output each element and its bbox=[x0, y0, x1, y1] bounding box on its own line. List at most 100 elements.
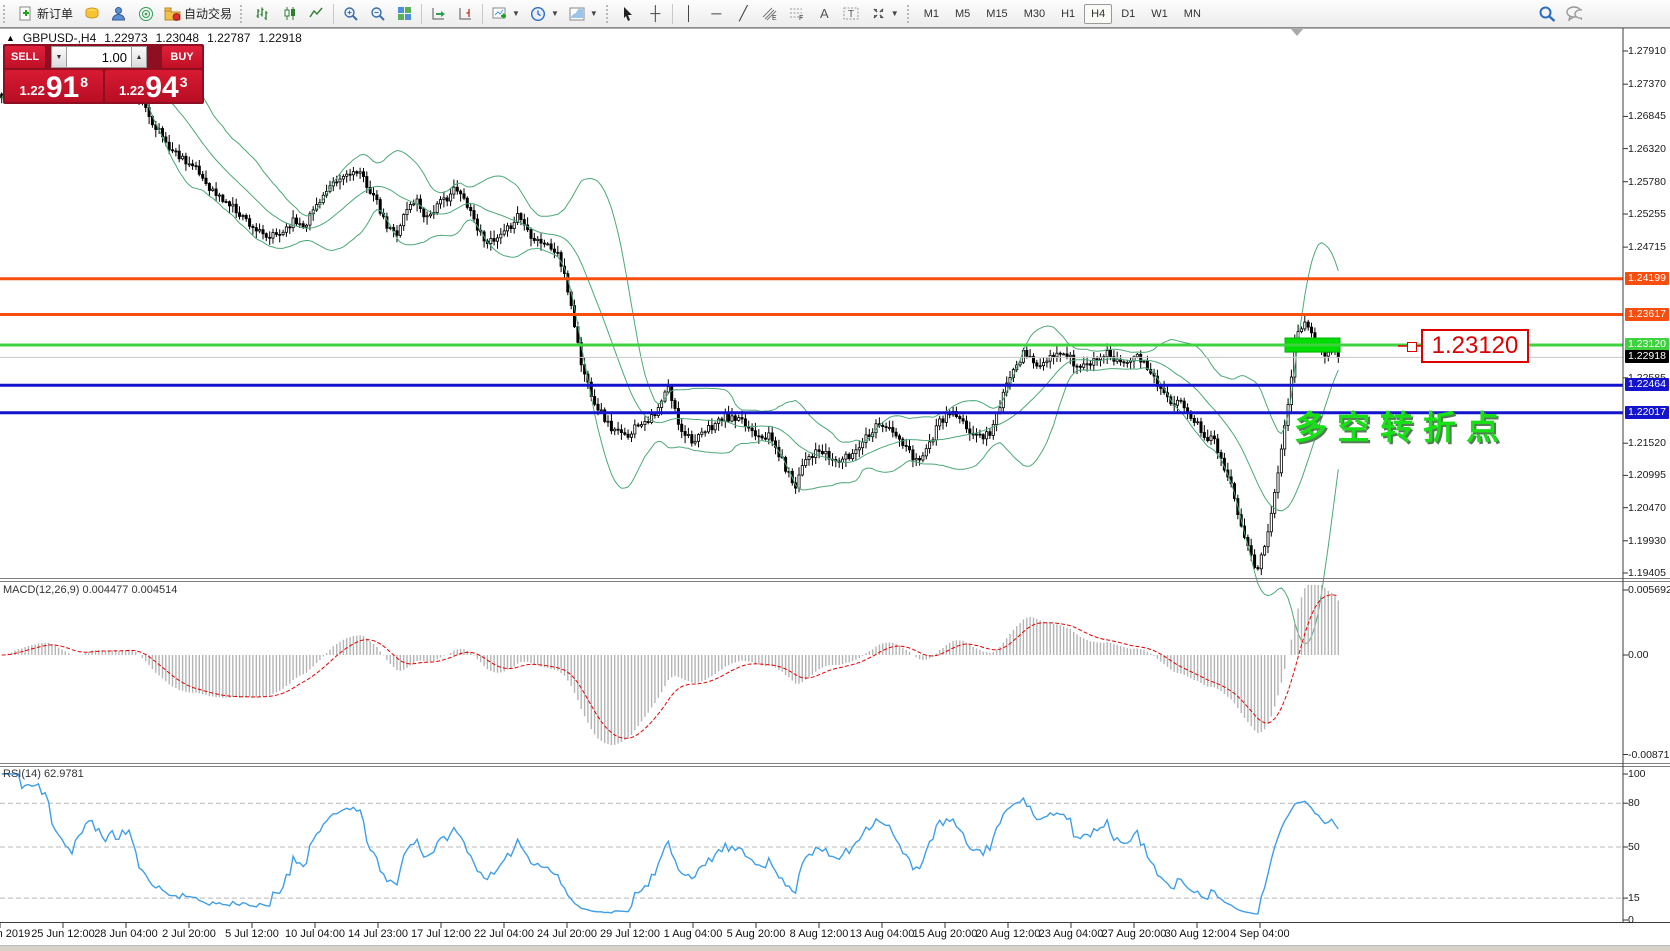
timeframe-m15[interactable]: M15 bbox=[986, 7, 1008, 20]
timeframe-m30[interactable]: M30 bbox=[1023, 7, 1046, 20]
price-callout[interactable]: 1.23120 bbox=[1421, 329, 1529, 363]
zoom-in-button[interactable] bbox=[337, 2, 364, 25]
templates-button[interactable]: ▼ bbox=[564, 2, 603, 25]
rsi-axis-tick: 50 bbox=[1628, 841, 1640, 853]
price-axis[interactable]: 1.27910 1.27370 1.26845 1.26320 1.25780 1.252… bbox=[1624, 28, 1670, 926]
price-tick: 1.20470 bbox=[1628, 501, 1666, 514]
channel-button[interactable]: E bbox=[757, 2, 784, 25]
price-tick: 1.19930 bbox=[1628, 534, 1666, 547]
chinese-annotation: 多空转折点 bbox=[1294, 409, 1509, 446]
accounts-button[interactable] bbox=[105, 2, 132, 25]
line-chart-button[interactable] bbox=[303, 2, 330, 25]
crosshair-button[interactable]: ┼ bbox=[642, 2, 669, 25]
timeframe-mn[interactable]: MN bbox=[1183, 7, 1201, 20]
volume-input[interactable]: 1.00 bbox=[67, 46, 131, 68]
zoom-out-button[interactable] bbox=[364, 2, 391, 25]
line-chart-icon bbox=[308, 5, 325, 22]
crosshair-icon: ┼ bbox=[650, 5, 661, 21]
trendline-button[interactable]: ╱ bbox=[730, 2, 757, 25]
bid-main: 91 bbox=[45, 71, 80, 104]
arrows-icon bbox=[870, 5, 887, 22]
timeframe-h1[interactable]: H1 bbox=[1061, 7, 1076, 20]
date-tick: 30 Aug 12:00 bbox=[1164, 928, 1230, 940]
chart-shift-button[interactable] bbox=[452, 2, 479, 25]
auto-trading-button[interactable]: 自动交易 bbox=[159, 2, 237, 25]
bar-chart-button[interactable] bbox=[249, 2, 276, 25]
person-icon bbox=[110, 5, 127, 22]
volume-decrease-button[interactable]: ▼ bbox=[51, 46, 67, 68]
timeframe-h4[interactable]: H4 bbox=[1084, 3, 1113, 24]
date-tick: 2 Jul 20:00 bbox=[162, 928, 216, 940]
tile-windows-button[interactable] bbox=[391, 2, 418, 25]
bid-sup: 8 bbox=[80, 74, 88, 90]
auto-trading-label: 自动交易 bbox=[184, 7, 233, 21]
chart-ohlc-header: ▲ GBPUSD-,H4 1.22973 1.23048 1.22787 1.2… bbox=[6, 31, 302, 45]
svg-text:E: E bbox=[772, 15, 777, 21]
timeframe-m5[interactable]: M5 bbox=[955, 7, 971, 20]
price-line-label: 1.22918 bbox=[1625, 350, 1669, 364]
tile-windows-icon bbox=[396, 5, 413, 22]
rsi-label: RSI(14) 62.9781 bbox=[3, 768, 84, 780]
chat-icon[interactable] bbox=[1565, 5, 1582, 22]
toolbar-grip bbox=[605, 4, 612, 23]
price-tick: 1.24715 bbox=[1628, 241, 1666, 254]
trendline-icon: ╱ bbox=[739, 5, 748, 21]
chevron-down-icon: ▼ bbox=[512, 9, 520, 18]
date-tick: 15 Aug 20:00 bbox=[912, 928, 978, 940]
macd-axis-tick: 0.00 bbox=[1628, 649, 1649, 661]
toolbar-grip bbox=[906, 4, 913, 23]
date-tick: 24 Jul 20:00 bbox=[537, 928, 597, 940]
new-chart-button[interactable]: ▼ bbox=[486, 2, 525, 25]
bid-price[interactable]: 1.22 91 8 bbox=[5, 70, 103, 104]
price-line-label: 1.23617 bbox=[1625, 307, 1669, 321]
autoscroll-button[interactable] bbox=[425, 2, 452, 25]
svg-text:T: T bbox=[848, 9, 854, 20]
arrows-button[interactable]: ▼ bbox=[865, 2, 904, 25]
symbol-marker-icon: ▲ bbox=[6, 33, 15, 43]
timeframe-w1[interactable]: W1 bbox=[1151, 7, 1168, 20]
macd-value-1: 0.004477 bbox=[82, 584, 129, 596]
date-tick: 23 Aug 04:00 bbox=[1038, 928, 1104, 940]
buy-button[interactable]: BUY bbox=[162, 46, 202, 68]
symbol-timeframe: GBPUSD-,H4 bbox=[22, 31, 97, 45]
ohlc-close: 1.22918 bbox=[258, 31, 302, 45]
fibonacci-icon: F bbox=[789, 5, 806, 22]
candlestick-button[interactable] bbox=[276, 2, 303, 25]
price-tick: 1.26320 bbox=[1628, 142, 1666, 155]
rsi-axis-tick: 15 bbox=[1628, 892, 1640, 905]
cursor-button[interactable] bbox=[615, 2, 642, 25]
ask-prefix: 1.22 bbox=[119, 83, 145, 98]
volume-increase-button[interactable]: ▲ bbox=[131, 46, 147, 68]
bar-chart-icon bbox=[254, 5, 271, 22]
deposit-button[interactable] bbox=[78, 2, 105, 25]
macd-axis-tick: -0.008717 bbox=[1628, 748, 1670, 761]
new-chart-icon bbox=[491, 5, 508, 22]
fibonacci-button[interactable]: F bbox=[784, 2, 811, 25]
price-tick: 1.20995 bbox=[1628, 469, 1666, 482]
date-tick: 20 Jun 2019 bbox=[0, 928, 31, 940]
text-label-button[interactable]: T bbox=[838, 2, 865, 25]
timeframe-d1[interactable]: D1 bbox=[1121, 7, 1136, 20]
signals-button[interactable] bbox=[132, 2, 159, 25]
new-order-button[interactable]: 新订单 bbox=[12, 2, 78, 25]
periods-button[interactable]: ▼ bbox=[525, 2, 564, 25]
timeframe-m1[interactable]: M1 bbox=[923, 7, 939, 20]
toolbar: 新订单 自动交易 bbox=[0, 0, 1670, 28]
cursor-icon bbox=[620, 5, 637, 22]
vertical-line-button[interactable]: │ bbox=[676, 2, 703, 25]
price-tick: 1.25255 bbox=[1628, 207, 1666, 220]
ask-price[interactable]: 1.22 94 3 bbox=[104, 70, 202, 103]
rsi-value: 62.9781 bbox=[43, 768, 84, 780]
text-button[interactable]: A bbox=[811, 2, 838, 25]
sell-button[interactable]: SELL bbox=[5, 46, 45, 68]
horizontal-line-button[interactable]: ─ bbox=[703, 2, 730, 25]
rsi-axis-tick: 0 bbox=[1628, 914, 1634, 926]
zoom-out-icon bbox=[369, 5, 386, 22]
search-icon[interactable] bbox=[1538, 5, 1555, 22]
coins-icon bbox=[83, 5, 100, 22]
toolbar-grip bbox=[3, 4, 9, 23]
macd-value-2: 0.004514 bbox=[131, 584, 178, 596]
date-tick: 25 Jun 12:00 bbox=[31, 928, 95, 940]
